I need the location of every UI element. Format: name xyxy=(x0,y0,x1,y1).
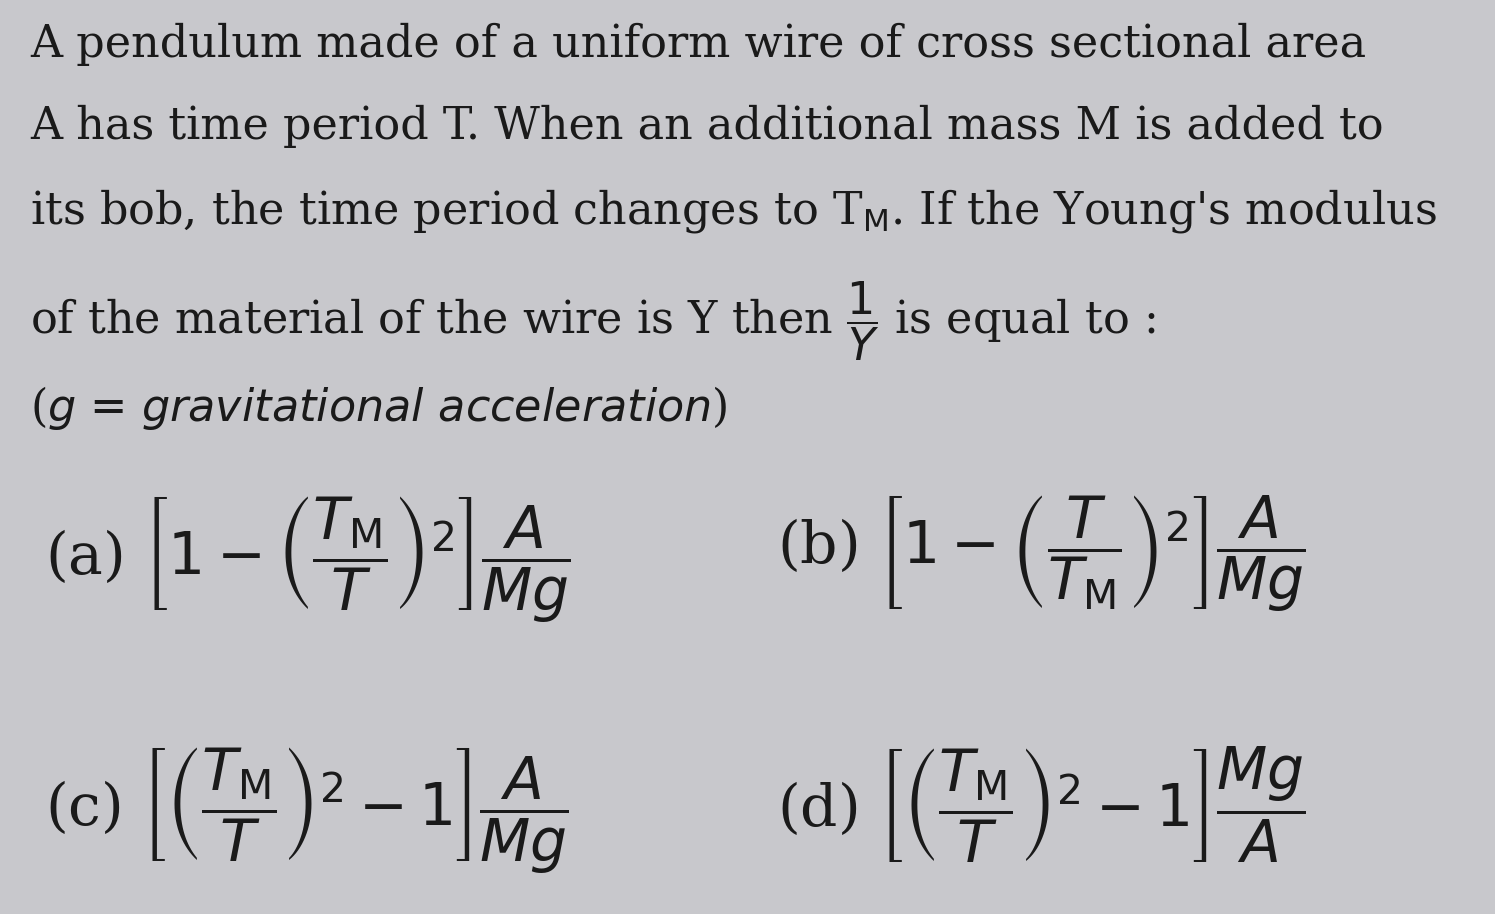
Text: (a) $\left[1-\left(\dfrac{T_{\rm M}}{T}\right)^{2}\right]\dfrac{A}{Mg}$: (a) $\left[1-\left(\dfrac{T_{\rm M}}{T}\… xyxy=(45,494,571,623)
Text: (d) $\left[\left(\dfrac{T_{\rm M}}{T}\right)^{2}-1\right]\dfrac{Mg}{A}$: (d) $\left[\left(\dfrac{T_{\rm M}}{T}\ri… xyxy=(777,745,1307,866)
Text: A has time period T. When an additional mass M is added to: A has time period T. When an additional … xyxy=(30,105,1383,148)
Text: its bob, the time period changes to T$_{\rm M}$. If the Young's modulus: its bob, the time period changes to T$_{… xyxy=(30,187,1437,236)
Text: A pendulum made of a uniform wire of cross sectional area: A pendulum made of a uniform wire of cro… xyxy=(30,23,1366,66)
Text: (b) $\left[1-\left(\dfrac{T}{T_{\rm M}}\right)^{2}\right]\dfrac{A}{Mg}$: (b) $\left[1-\left(\dfrac{T}{T_{\rm M}}\… xyxy=(777,494,1307,614)
Text: (c) $\left[\left(\dfrac{T_{\rm M}}{T}\right)^{2}-1\right]\dfrac{A}{Mg}$: (c) $\left[\left(\dfrac{T_{\rm M}}{T}\ri… xyxy=(45,745,568,875)
Text: of the material of the wire is Y then $\dfrac{1}{Y}$ is equal to :: of the material of the wire is Y then $\… xyxy=(30,279,1156,363)
Text: ($g$ = $\it{gravitational\ acceleration}$): ($g$ = $\it{gravitational\ acceleration}… xyxy=(30,384,728,432)
